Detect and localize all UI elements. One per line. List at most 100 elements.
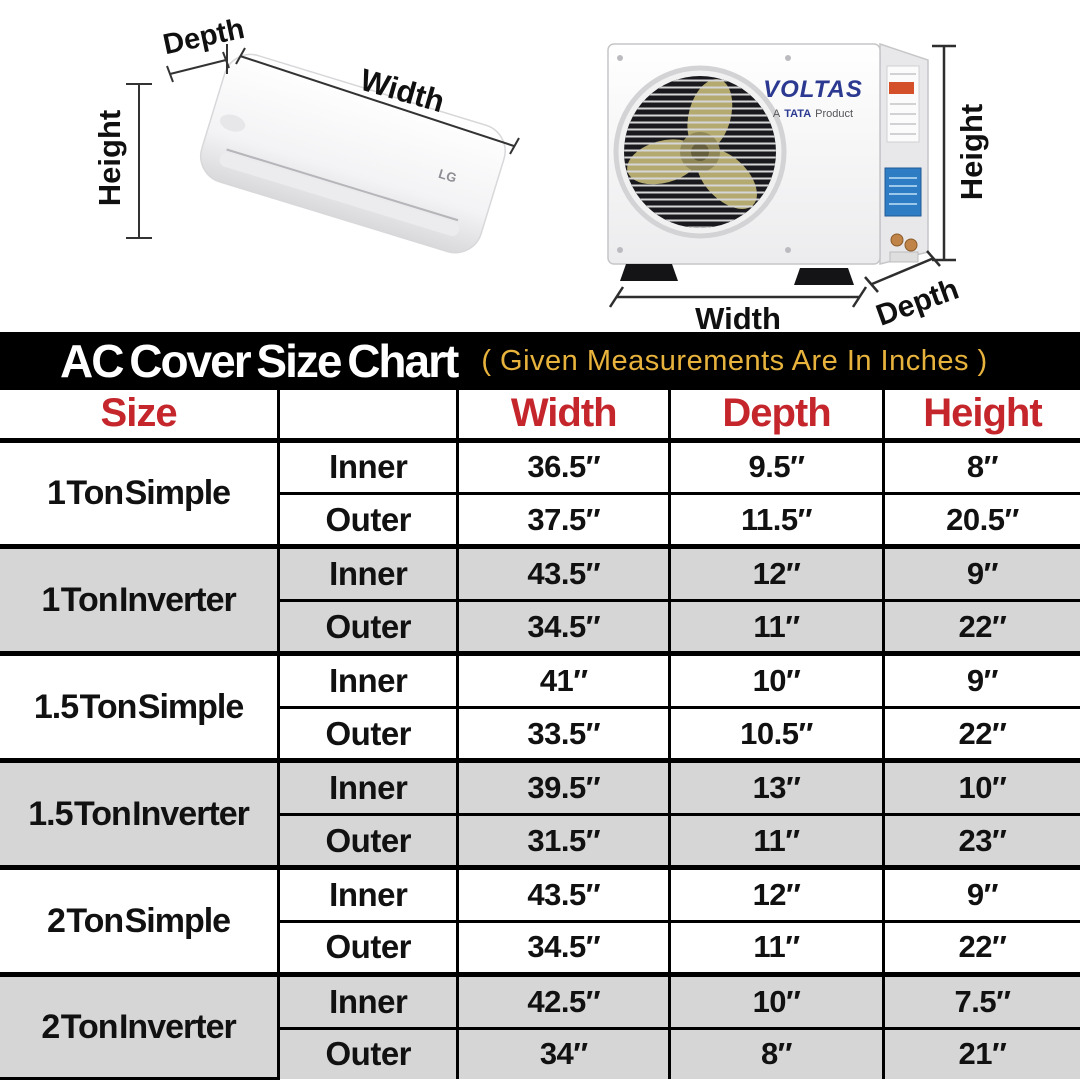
table-row: 1 Ton Simple Inner 36.5″ 9.5″ 8″ bbox=[0, 437, 1080, 549]
size-label: 2 Ton Simple bbox=[0, 865, 281, 977]
height-value-cell: 23″ bbox=[881, 812, 1080, 870]
depth-value-cell: 12″ bbox=[668, 544, 885, 602]
outdoor-ac-illustration: VOLTAS A TATA Product bbox=[607, 42, 989, 332]
hero-section: LG Depth Height Width bbox=[0, 0, 1080, 332]
height-dimension-line bbox=[932, 44, 956, 262]
lg-logo: LG bbox=[437, 166, 459, 186]
width-value-cell: 43.5″ bbox=[456, 865, 672, 923]
indoor-unit-body: LG bbox=[199, 53, 506, 254]
width-value-cell: 34.5″ bbox=[456, 598, 672, 656]
refrigerant-pipe bbox=[890, 233, 904, 247]
depth-value-cell: 10″ bbox=[668, 972, 885, 1030]
cover-type-cell: Outer bbox=[277, 491, 460, 549]
outdoor-height-label: Height bbox=[954, 104, 989, 200]
units-note: ( Given Measurements Are In Inches ) bbox=[481, 344, 988, 377]
mounting-foot bbox=[794, 268, 854, 285]
cover-type-cell: Inner bbox=[277, 758, 460, 816]
table-header-row: Size Width Depth Height bbox=[0, 390, 1080, 443]
depth-dimension-line bbox=[864, 250, 941, 293]
height-dimension-line bbox=[126, 83, 152, 239]
height-value-cell: 9″ bbox=[881, 651, 1080, 709]
size-label: 1.5 Ton Inverter bbox=[0, 758, 281, 870]
height-value-cell: 22″ bbox=[881, 705, 1080, 763]
table-row: Outer 34″ 8″ 21″ bbox=[0, 1026, 1080, 1079]
table-row: 1.5 Ton Inverter Inner 39.5″ 13″ 10″ bbox=[0, 758, 1080, 870]
table-row: Outer 33.5″ 10.5″ 22″ bbox=[0, 705, 1080, 763]
outdoor-unit-body: VOLTAS A TATA Product bbox=[607, 42, 929, 285]
width-value-cell: 37.5″ bbox=[456, 491, 672, 549]
width-value-cell: 42.5″ bbox=[456, 972, 672, 1030]
cover-type-cell: Inner bbox=[277, 865, 460, 923]
size-label: 1.5 Ton Simple bbox=[0, 651, 281, 763]
height-value-cell: 22″ bbox=[881, 919, 1080, 977]
voltas-logo: VOLTAS bbox=[763, 76, 863, 103]
outdoor-width-label: Width bbox=[695, 301, 781, 332]
size-label: 1 Ton Simple bbox=[0, 437, 281, 549]
cover-type-cell: Outer bbox=[277, 812, 460, 870]
width-value-cell: 34.5″ bbox=[456, 919, 672, 977]
depth-value-cell: 10.5″ bbox=[668, 705, 885, 763]
width-value-cell: 43.5″ bbox=[456, 544, 672, 602]
table-row: 2 Ton Simple Inner 43.5″ 12″ 9″ bbox=[0, 865, 1080, 977]
cover-type-cell: Inner bbox=[277, 651, 460, 709]
table-row: Outer 34.5″ 11″ 22″ bbox=[0, 919, 1080, 977]
size-table-body: 1 Ton Simple Inner 36.5″ 9.5″ 8″ Outer 37.5″ 11… bbox=[0, 437, 1080, 1080]
size-label: 1 Ton Inverter bbox=[0, 544, 281, 656]
height-value-cell: 9″ bbox=[881, 865, 1080, 923]
tata-tagline: A TATA Product bbox=[773, 108, 853, 120]
height-value-cell: 21″ bbox=[881, 1026, 1080, 1079]
cover-type-cell: Outer bbox=[277, 1026, 460, 1079]
header-cover-type bbox=[277, 390, 460, 443]
depth-value-cell: 11″ bbox=[668, 598, 885, 656]
height-value-cell: 22″ bbox=[881, 598, 1080, 656]
depth-value-cell: 11″ bbox=[668, 919, 885, 977]
header-height: Height bbox=[881, 390, 1080, 443]
height-value-cell: 9″ bbox=[881, 544, 1080, 602]
warning-sticker bbox=[889, 82, 914, 94]
cover-type-cell: Inner bbox=[277, 972, 460, 1030]
height-value-cell: 10″ bbox=[881, 758, 1080, 816]
width-value-cell: 41″ bbox=[456, 651, 672, 709]
table-row: Outer 37.5″ 11.5″ 20.5″ bbox=[0, 491, 1080, 549]
indoor-depth-label: Depth bbox=[160, 13, 247, 61]
depth-dimension-line bbox=[166, 44, 230, 83]
header-size: Size bbox=[0, 390, 281, 443]
outdoor-depth-label: Depth bbox=[872, 273, 963, 332]
width-value-cell: 33.5″ bbox=[456, 705, 672, 763]
screws bbox=[617, 55, 791, 253]
height-value-cell: 8″ bbox=[881, 437, 1080, 495]
page-title: AC Cover Size Chart bbox=[60, 335, 459, 387]
size-chart-table: Size Width Depth Height 1 Ton Simple Inne… bbox=[0, 390, 1080, 1080]
size-label: 2 Ton Inverter bbox=[0, 972, 281, 1080]
width-value-cell: 39.5″ bbox=[456, 758, 672, 816]
refrigerant-pipe bbox=[904, 238, 918, 252]
depth-value-cell: 12″ bbox=[668, 865, 885, 923]
mounting-foot bbox=[620, 264, 678, 281]
width-value-cell: 34″ bbox=[456, 1026, 672, 1079]
table-row: 2 Ton Inverter Inner 42.5″ 10″ 7.5″ bbox=[0, 972, 1080, 1080]
depth-value-cell: 8″ bbox=[668, 1026, 885, 1079]
blue-sticker bbox=[884, 167, 922, 217]
width-dimension-line bbox=[235, 47, 520, 155]
cover-type-cell: Inner bbox=[277, 437, 460, 495]
depth-value-cell: 11.5″ bbox=[668, 491, 885, 549]
depth-value-cell: 9.5″ bbox=[668, 437, 885, 495]
depth-value-cell: 10″ bbox=[668, 651, 885, 709]
table-row: 1.5 Ton Simple Inner 41″ 10″ 9″ bbox=[0, 651, 1080, 763]
title-bar: AC Cover Size Chart ( Given Measurements… bbox=[0, 332, 1080, 390]
indoor-height-label: Height bbox=[92, 110, 127, 206]
depth-value-cell: 11″ bbox=[668, 812, 885, 870]
header-width: Width bbox=[456, 390, 672, 443]
table-row: 1 Ton Inverter Inner 43.5″ 12″ 9″ bbox=[0, 544, 1080, 656]
width-value-cell: 31.5″ bbox=[456, 812, 672, 870]
width-value-cell: 36.5″ bbox=[456, 437, 672, 495]
cover-type-cell: Outer bbox=[277, 919, 460, 977]
height-value-cell: 7.5″ bbox=[881, 972, 1080, 1030]
cover-type-cell: Outer bbox=[277, 598, 460, 656]
width-dimension-line bbox=[608, 286, 868, 308]
indoor-ac-illustration: LG Depth Height Width bbox=[92, 13, 520, 254]
cover-type-cell: Inner bbox=[277, 544, 460, 602]
height-value-cell: 20.5″ bbox=[881, 491, 1080, 549]
depth-value-cell: 13″ bbox=[668, 758, 885, 816]
